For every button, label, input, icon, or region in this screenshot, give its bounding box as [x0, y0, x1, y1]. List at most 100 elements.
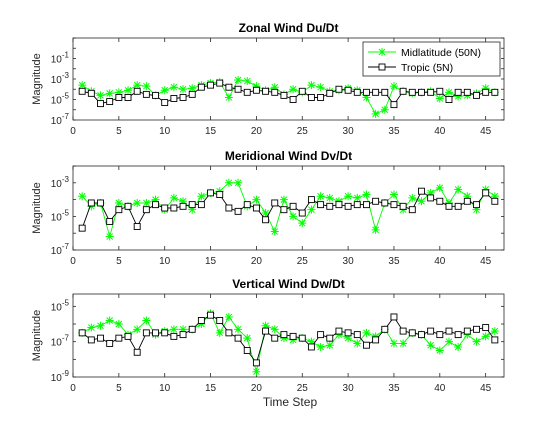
- x-tick-label: 30: [343, 126, 355, 137]
- data-point: [270, 325, 279, 334]
- data-point: [280, 206, 288, 214]
- data-point: [105, 232, 114, 241]
- data-point: [234, 325, 243, 334]
- series-tropic: [78, 187, 499, 232]
- data-point: [362, 93, 371, 102]
- data-point: [344, 192, 353, 201]
- data-point: [142, 198, 151, 207]
- data-point: [224, 93, 233, 102]
- data-point: [280, 331, 288, 339]
- data-point: [482, 324, 490, 332]
- data-point: [215, 328, 224, 337]
- data-point: [133, 348, 141, 356]
- data-point: [289, 202, 297, 210]
- data-point: [289, 335, 298, 344]
- data-point: [225, 83, 233, 91]
- x-tick-label: 45: [480, 126, 492, 137]
- data-point: [317, 93, 325, 101]
- data-point: [142, 82, 151, 91]
- y-tick-label: 10-3: [51, 71, 70, 86]
- legend-label: Tropic (5N): [401, 62, 453, 74]
- data-point: [243, 77, 252, 86]
- data-point: [463, 327, 471, 335]
- data-point: [289, 85, 298, 94]
- data-point: [326, 89, 334, 97]
- data-point: [115, 93, 123, 101]
- series-tropic: [78, 311, 499, 367]
- data-point: [426, 341, 435, 350]
- y-tick-label: 10-9: [51, 369, 70, 384]
- data-point: [482, 189, 490, 197]
- data-point: [371, 109, 380, 118]
- data-point: [325, 193, 334, 202]
- x-tick-label: 45: [480, 256, 492, 267]
- data-point: [197, 83, 205, 91]
- chart-title: Vertical Wind Dw/Dt: [232, 277, 345, 291]
- data-point: [170, 204, 178, 212]
- data-point: [124, 202, 132, 210]
- data-point: [417, 197, 426, 206]
- data-point: [97, 334, 104, 342]
- x-tick-label: 30: [343, 383, 355, 394]
- data-point: [234, 334, 242, 342]
- chart-title: Meridional Wind Dv/Dt: [225, 149, 352, 163]
- data-point: [78, 224, 86, 232]
- data-point: [298, 334, 306, 342]
- data-point: [114, 198, 123, 207]
- data-point: [454, 92, 463, 101]
- data-point: [325, 341, 334, 350]
- data-point: [252, 82, 261, 91]
- data-point: [463, 192, 472, 201]
- data-point: [169, 325, 178, 334]
- x-tick-label: 10: [159, 383, 171, 394]
- data-point: [454, 342, 463, 351]
- data-point: [444, 88, 453, 97]
- series-line: [81, 190, 496, 229]
- data-point: [408, 88, 416, 96]
- x-tick-label: 35: [388, 256, 400, 267]
- data-point: [418, 88, 425, 96]
- x-tick-label: 15: [205, 383, 217, 394]
- x-tick-label: 40: [434, 126, 446, 137]
- x-tick-label: 20: [251, 126, 263, 137]
- data-point: [106, 339, 114, 347]
- data-point: [390, 101, 398, 109]
- data-point: [436, 331, 444, 339]
- data-point: [436, 197, 444, 205]
- data-point: [142, 329, 150, 337]
- legend-marker: [378, 63, 386, 71]
- data-point: [234, 85, 242, 93]
- data-point: [436, 87, 444, 95]
- data-point: [96, 321, 105, 330]
- y-tick-label: 10-1: [51, 51, 70, 66]
- data-point: [179, 85, 188, 94]
- data-point: [115, 334, 123, 342]
- data-point: [78, 192, 87, 201]
- subplot-1: Zonal Wind Du/Dt Magnitude 0 5 10 15 20 25 30 35 4…: [31, 21, 505, 137]
- data-point: [463, 330, 472, 339]
- y-tick-label: 10-5: [51, 208, 70, 223]
- data-point: [169, 193, 178, 202]
- data-point: [353, 331, 361, 339]
- x-tick-label: 25: [297, 383, 309, 394]
- data-point: [133, 223, 141, 230]
- y-axis-label: Magnitude: [31, 182, 43, 233]
- data-point: [353, 88, 361, 96]
- data-point: [197, 317, 205, 324]
- data-point: [234, 178, 243, 187]
- data-point: [243, 334, 252, 343]
- data-point: [124, 332, 132, 340]
- data-point: [188, 205, 197, 214]
- data-point: [179, 325, 188, 334]
- data-point: [197, 201, 205, 209]
- data-point: [399, 202, 407, 210]
- data-point: [243, 88, 251, 96]
- data-point: [353, 193, 362, 202]
- data-point: [399, 327, 407, 335]
- x-tick-label: 15: [205, 256, 217, 267]
- data-point: [353, 201, 361, 209]
- data-point: [445, 96, 453, 103]
- data-point: [142, 206, 150, 214]
- x-tick-label: 35: [388, 126, 400, 137]
